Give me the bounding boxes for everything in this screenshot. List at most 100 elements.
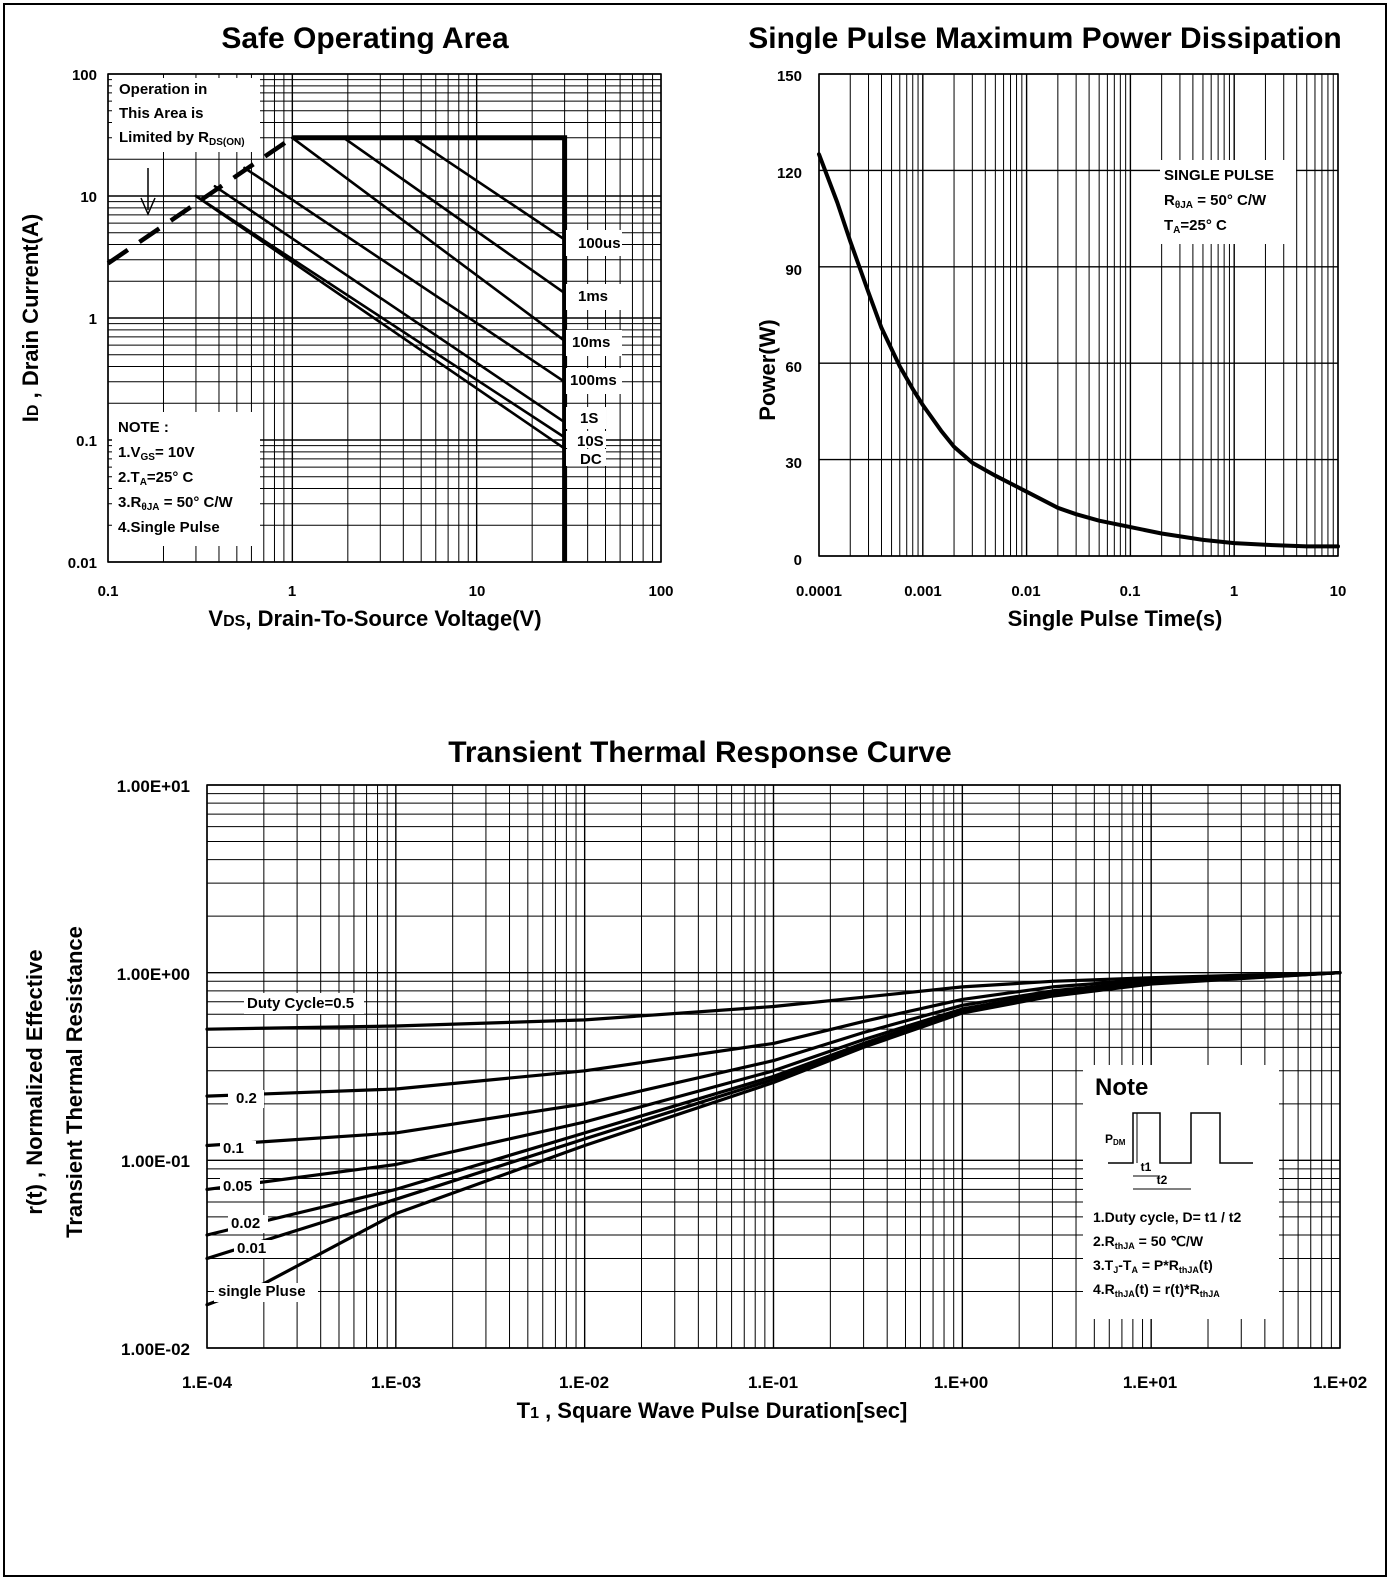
ttr-title: Transient Thermal Response Curve — [448, 736, 952, 769]
power-plot-border — [818, 73, 1339, 557]
soa-series-10s-line — [194, 194, 566, 439]
soa-x-axis-label: VDS, Drain-To-Source Voltage(V) — [208, 606, 541, 631]
soa-series-label: 100ms — [570, 372, 617, 389]
soa-series-label: 100us — [578, 235, 621, 252]
power-y-axis-label: Power(W) — [755, 319, 780, 420]
power-legend-line: TA=25° C — [1164, 217, 1227, 236]
soa-x-tick: 100 — [648, 583, 673, 600]
ttr-y-tick: 1.00E+01 — [117, 777, 190, 796]
soa-title: Safe Operating Area — [221, 22, 509, 55]
soa-limit-box — [112, 78, 260, 152]
soa-y-ticks: 0.01 0.1 1 10 100 — [68, 67, 97, 572]
soa-note-line: 3.RθJA = 50° C/W — [118, 494, 233, 513]
power-y-tick: 120 — [777, 165, 802, 182]
ttr-y-axis-label-line1: r(t) , Normalized Effective — [22, 949, 47, 1214]
soa-label-box — [566, 230, 622, 256]
power-curve-line — [817, 152, 1340, 549]
soa-plot-border — [107, 73, 662, 563]
power-y-ticks: 0 30 60 90 120 150 — [777, 68, 802, 569]
soa-y-tick: 1 — [89, 311, 97, 328]
power-x-tick: 0.001 — [904, 583, 942, 600]
ttr-x-axis-label: T1 , Square Wave Pulse Duration[sec] — [517, 1398, 908, 1423]
power-x-tick: 1 — [1230, 583, 1238, 600]
ttr-series-label: single Pluse — [218, 1283, 306, 1300]
ttr-label-box — [228, 1090, 264, 1108]
ttr-series-label: 0.02 — [231, 1215, 260, 1232]
soa-y-tick: 0.1 — [76, 433, 97, 450]
soa-note-line: 1.VGS= 10V — [118, 444, 195, 463]
ttr-note-box — [1083, 1065, 1279, 1319]
soa-y-tick: 100 — [72, 67, 97, 84]
ttr-y-tick: 1.00E-02 — [121, 1340, 190, 1359]
soa-series-label: 10ms — [572, 334, 610, 351]
soa-limit-text: Limited by RDS(ON) — [119, 129, 245, 148]
ttr-series-label: Duty Cycle=0.5 — [247, 995, 354, 1012]
t2-label: t2 — [1157, 1173, 1168, 1187]
ttr-label-box — [244, 993, 364, 1014]
soa-label-box — [566, 284, 622, 310]
power-y-tick: 30 — [785, 455, 802, 472]
soa-x-tick: 10 — [469, 583, 486, 600]
soa-note-box — [112, 412, 260, 546]
soa-x-ticks: 0.1 1 10 100 — [98, 583, 674, 600]
ttr-y-ticks: 1.00E-02 1.00E-01 1.00E+00 1.00E+01 — [117, 777, 190, 1359]
t1-label: t1 — [1141, 1160, 1152, 1174]
power-x-ticks: 0.0001 0.001 0.01 0.1 1 10 — [796, 583, 1346, 600]
soa-limit-annotation: Operation in This Area is Limited by RDS… — [119, 81, 245, 216]
soa-series-1ms-line — [290, 136, 566, 295]
soa-y-tick: 0.01 — [68, 555, 97, 572]
ttr-note-line: 3.TJ-TA = P*RthJA(t) — [1093, 1257, 1213, 1275]
ttr-y-axis-label-line2: Transient Thermal Resistance — [62, 926, 87, 1238]
curves-layer — [106, 135, 1342, 1307]
ttr-note-line: 4.RthJA(t) = r(t)*RthJA — [1093, 1281, 1220, 1299]
soa-label-box — [566, 431, 606, 448]
ttr-note-line: 2.RthJA = 50 ℃/W — [1093, 1233, 1204, 1251]
soa-series-100us-line — [290, 136, 566, 241]
soa-series-dc-line — [194, 194, 566, 450]
soa-y-axis-label: ID , Drain Current(A) — [18, 214, 43, 422]
power-y-tick: 0 — [794, 552, 802, 569]
arrow-down-icon — [140, 197, 156, 216]
ttr-series-line — [205, 971, 1342, 1098]
ttr-series-line — [205, 971, 1342, 1307]
soa-series-100ms-line — [243, 166, 566, 384]
soa-series-10ms-line — [290, 136, 566, 343]
ttr-note-head: Note — [1095, 1074, 1148, 1101]
ttr-x-tick: 1.E-03 — [371, 1373, 421, 1392]
soa-series-labels: 100us 1ms 10ms 100ms 1S 10S DC — [570, 235, 621, 468]
soa-label-box — [566, 330, 622, 356]
ttr-series-label: 0.01 — [237, 1240, 266, 1257]
page-frame — [3, 3, 1387, 1577]
soa-x-tick: 1 — [288, 583, 296, 600]
soa-label-box — [566, 449, 606, 466]
power-title: Single Pulse Maximum Power Dissipation — [748, 22, 1341, 55]
ttr-label-box — [214, 1283, 318, 1302]
power-legend-line: RθJA = 50° C/W — [1164, 192, 1267, 211]
power-x-tick: 0.01 — [1011, 583, 1040, 600]
ttr-x-tick: 1.E+02 — [1313, 1373, 1367, 1392]
ttr-series-labels: Duty Cycle=0.5 0.2 0.1 0.05 0.02 0.01 si… — [218, 995, 354, 1300]
soa-limit-text: This Area is — [119, 105, 203, 122]
power-y-tick: 60 — [785, 359, 802, 376]
ttr-plot-border — [206, 784, 1341, 1349]
ttr-series-label: 0.05 — [223, 1178, 252, 1195]
power-y-tick: 150 — [777, 68, 802, 85]
soa-series-label: 10S — [577, 433, 604, 450]
ttr-x-tick: 1.E-01 — [748, 1373, 798, 1392]
ttr-label-box — [220, 1141, 256, 1159]
ttr-label-box — [220, 1178, 260, 1196]
soa-label-box — [566, 407, 606, 429]
ttr-note-line: 1.Duty cycle, D= t1 / t2 — [1093, 1209, 1241, 1225]
power-legend-line: SINGLE PULSE — [1164, 167, 1274, 184]
ttr-y-tick: 1.00E-01 — [121, 1152, 190, 1171]
ttr-x-tick: 1.E-04 — [182, 1373, 233, 1392]
soa-series-label: 1S — [580, 410, 598, 427]
soa-note-head: NOTE : — [118, 419, 169, 436]
soa-series-1s-line — [213, 185, 566, 424]
soa-series-label: DC — [580, 451, 602, 468]
ttr-note: Note PDM t1 t2 1.Duty cycle, D= t1 / t2 … — [1093, 1074, 1253, 1299]
ttr-label-box — [228, 1215, 268, 1233]
power-x-tick: 0.1 — [1120, 583, 1141, 600]
ttr-label-box — [234, 1240, 274, 1258]
